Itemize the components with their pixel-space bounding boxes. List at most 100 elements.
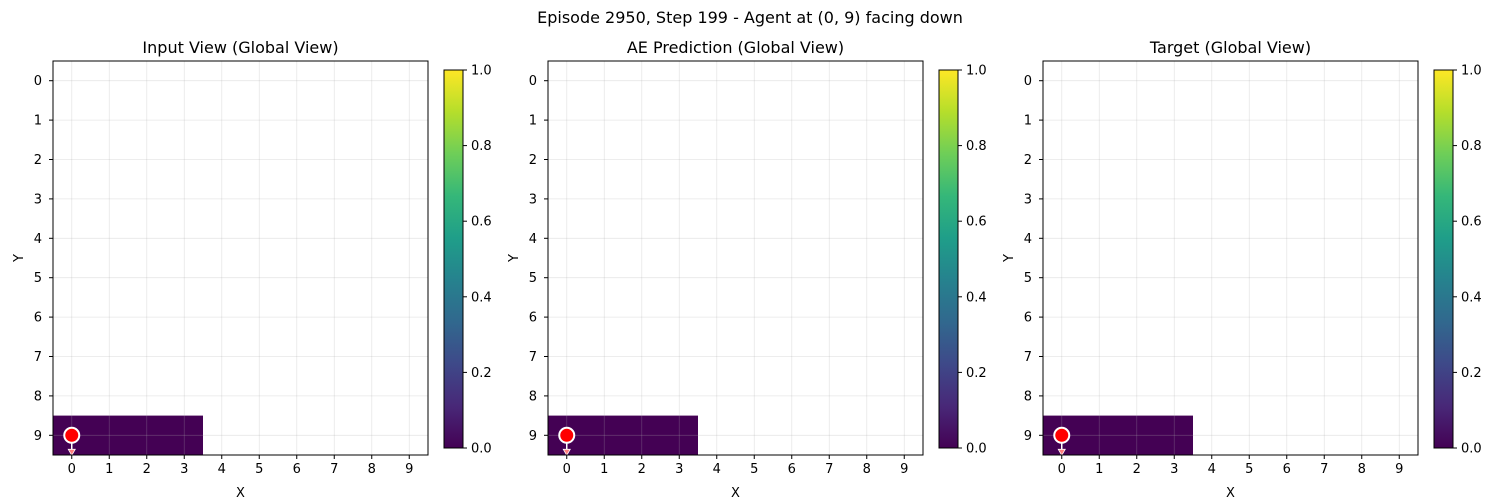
x-tick-label: 8 — [863, 462, 871, 477]
x-tick-label: 3 — [675, 462, 683, 477]
y-axis-label: Y — [507, 254, 522, 263]
panel-0: 0 1 2 3 4 5 6 7 8 9 0 1 2 3 4 5 6 7 8 9 Input View (Global V… — [12, 38, 492, 500]
colorbar-tick-label: 0.2 — [966, 366, 987, 381]
x-tick-label: 5 — [1245, 462, 1253, 477]
colorbar: 0.0 0.2 0.4 0.6 0.8 1.0 — [938, 64, 987, 457]
y-tick-label: 8 — [34, 389, 42, 404]
y-tick-label: 5 — [34, 271, 42, 286]
panel-title: AE Prediction (Global View) — [627, 38, 844, 57]
y-tick-label: 0 — [529, 74, 537, 89]
y-tick-label: 8 — [1024, 389, 1032, 404]
x-tick-label: 9 — [900, 462, 908, 477]
x-tick-label: 6 — [1283, 462, 1291, 477]
x-tick-label: 3 — [180, 462, 188, 477]
x-tick-label: 1 — [600, 462, 608, 477]
colorbar: 0.0 0.2 0.4 0.6 0.8 1.0 — [443, 64, 492, 457]
x-tick-label: 4 — [218, 462, 226, 477]
x-tick-label: 5 — [750, 462, 758, 477]
x-tick-label: 9 — [405, 462, 413, 477]
y-tick-label: 7 — [1024, 350, 1032, 365]
colorbar-tick-label: 0.2 — [1461, 366, 1482, 381]
agent-marker — [558, 426, 576, 444]
agent-direction-arrowhead — [1057, 448, 1066, 457]
x-tick-label: 0 — [1058, 462, 1066, 477]
y-tick-label: 3 — [34, 192, 42, 207]
agent-direction-arrowhead — [67, 448, 76, 457]
colorbar-tick-label: 0.4 — [471, 290, 492, 305]
colorbar-tick-label: 0.6 — [471, 215, 492, 230]
x-tick-label: 8 — [1358, 462, 1366, 477]
x-tick-label: 8 — [368, 462, 376, 477]
figure-suptitle: Episode 2950, Step 199 - Agent at (0, 9)… — [537, 8, 963, 27]
panel-2: 0 1 2 3 4 5 6 7 8 9 0 1 2 3 4 5 6 7 8 9 Target (Global View)… — [1002, 38, 1482, 500]
colorbar-gradient — [1433, 69, 1454, 449]
y-tick-label: 6 — [529, 311, 537, 326]
y-tick-label: 0 — [1024, 74, 1032, 89]
x-axis-label: X — [731, 486, 740, 500]
y-tick-label: 4 — [1024, 232, 1032, 247]
y-tick-label: 1 — [529, 114, 537, 129]
colorbar-tick-label: 1.0 — [1461, 64, 1482, 79]
x-axis-label: X — [1226, 486, 1235, 500]
x-tick-label: 0 — [68, 462, 76, 477]
heatmap-cell — [1080, 415, 1118, 455]
x-tick-label: 7 — [825, 462, 833, 477]
x-tick-label: 2 — [1133, 462, 1141, 477]
x-axis-label: X — [236, 486, 245, 500]
y-tick-label: 6 — [34, 311, 42, 326]
panel-1: 0 1 2 3 4 5 6 7 8 9 0 1 2 3 4 5 6 7 8 9 AE Prediction (Globa… — [507, 38, 987, 500]
agent-direction-arrowhead — [562, 448, 571, 457]
heatmap-cell — [1155, 415, 1193, 455]
colorbar-gradient — [443, 69, 464, 449]
colorbar-tick-label: 0.4 — [1461, 290, 1482, 305]
colorbar-tick-label: 0.4 — [966, 290, 987, 305]
x-tick-label: 7 — [1320, 462, 1328, 477]
heatmap-cell — [660, 415, 698, 455]
y-tick-label: 2 — [1024, 153, 1032, 168]
y-tick-label: 0 — [34, 74, 42, 89]
x-tick-label: 2 — [638, 462, 646, 477]
y-tick-label: 9 — [1024, 429, 1032, 444]
y-tick-label: 7 — [34, 350, 42, 365]
heatmap-cell — [165, 415, 203, 455]
agent-marker — [63, 426, 81, 444]
panel-title: Target (Global View) — [1149, 38, 1311, 57]
colorbar-tick-label: 0.6 — [1461, 215, 1482, 230]
x-tick-label: 7 — [330, 462, 338, 477]
x-tick-label: 3 — [1170, 462, 1178, 477]
colorbar-tick-label: 0.8 — [1461, 139, 1482, 154]
panel-title: Input View (Global View) — [142, 38, 338, 57]
colorbar-tick-label: 0.6 — [966, 215, 987, 230]
x-tick-label: 0 — [563, 462, 571, 477]
x-tick-label: 4 — [713, 462, 721, 477]
colorbar: 0.0 0.2 0.4 0.6 0.8 1.0 — [1433, 64, 1482, 457]
x-tick-label: 1 — [1095, 462, 1103, 477]
agent-marker — [1053, 426, 1071, 444]
x-tick-label: 1 — [105, 462, 113, 477]
y-tick-label: 4 — [529, 232, 537, 247]
y-tick-label: 9 — [529, 429, 537, 444]
axes-frame — [52, 60, 429, 456]
colorbar-tick-label: 0.8 — [966, 139, 987, 154]
y-tick-label: 4 — [34, 232, 42, 247]
colorbar-tick-label: 1.0 — [966, 64, 987, 79]
y-tick-label: 3 — [1024, 192, 1032, 207]
y-tick-label: 6 — [1024, 311, 1032, 326]
heatmap-cell — [1118, 415, 1156, 455]
colorbar-tick-label: 0.0 — [1461, 442, 1482, 457]
x-tick-label: 2 — [143, 462, 151, 477]
axes-frame — [1042, 60, 1419, 456]
y-axis-label: Y — [1002, 254, 1017, 263]
heatmap-cell — [128, 415, 166, 455]
y-tick-label: 2 — [34, 153, 42, 168]
y-tick-label: 5 — [1024, 271, 1032, 286]
heatmap-cell — [623, 415, 661, 455]
colorbar-tick-label: 1.0 — [471, 64, 492, 79]
y-tick-label: 5 — [529, 271, 537, 286]
colorbar-gradient — [938, 69, 959, 449]
x-tick-label: 6 — [293, 462, 301, 477]
x-tick-label: 6 — [788, 462, 796, 477]
colorbar-tick-label: 0.2 — [471, 366, 492, 381]
